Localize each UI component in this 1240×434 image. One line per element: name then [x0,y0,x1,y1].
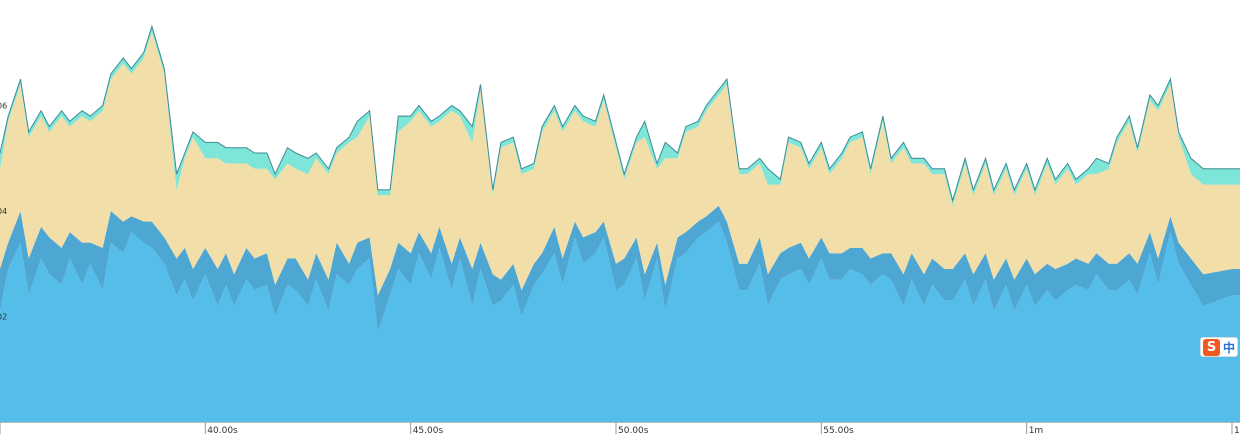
x-tick-label: 1m [1029,426,1044,434]
x-tick-label: 1m5 [1234,426,1240,434]
y-tick-label: 04 [0,207,7,216]
x-tick-label: 50.00s [618,426,649,434]
sogou-ime-icon[interactable]: S [1203,338,1220,356]
x-tick-label: 55.00s [823,426,854,434]
y-tick-group: 02 04 06 [0,102,7,322]
x-tick-label: 40.00s [207,426,238,434]
ime-language-toggle[interactable]: 中 [1223,340,1236,355]
area-series-4 [0,26,1240,206]
ime-toolbar[interactable]: S 中 [1200,337,1238,357]
area-series-1 [0,221,1240,422]
area-series-group [0,24,1240,422]
area-series-3 [0,31,1240,296]
x-tick-label: 45.00s [413,426,444,434]
x-axis: 40.00s 45.00s 50.00s 55.00s 1m 1m5 [0,422,1240,434]
y-tick-label: 06 [0,102,7,111]
top-outline-line [0,24,1240,203]
area-series-2 [0,205,1240,333]
y-tick-label: 02 [0,313,7,322]
